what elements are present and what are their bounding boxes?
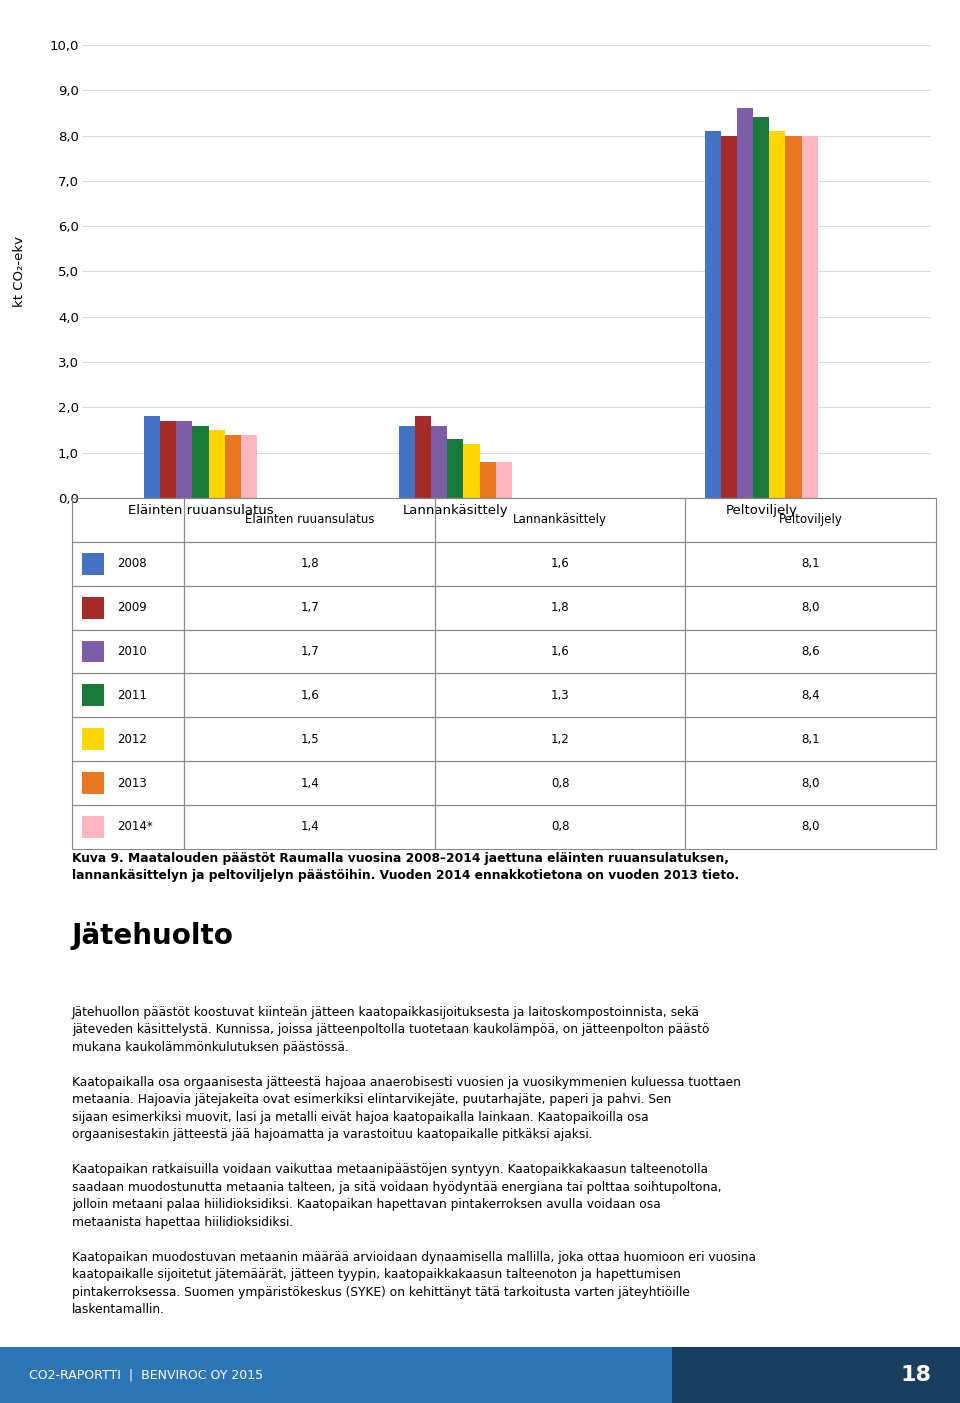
Bar — [184, 717, 435, 760]
Text: 1,6: 1,6 — [551, 645, 569, 658]
Bar — [72, 805, 184, 849]
Bar — [83, 641, 104, 662]
Text: 8,0: 8,0 — [802, 776, 820, 790]
Bar — [435, 760, 685, 805]
Bar — [184, 630, 435, 673]
Text: 2013: 2013 — [117, 776, 147, 790]
Text: 8,6: 8,6 — [802, 645, 820, 658]
Bar — [435, 542, 685, 586]
Bar — [737, 108, 754, 498]
Bar — [685, 805, 936, 849]
Bar — [685, 717, 936, 760]
Bar — [399, 425, 415, 498]
Bar — [72, 542, 184, 586]
Text: 1,7: 1,7 — [300, 645, 319, 658]
Bar — [685, 760, 936, 805]
Text: CO2-RAPORTTI  |  BENVIROC OY 2015: CO2-RAPORTTI | BENVIROC OY 2015 — [29, 1368, 263, 1382]
Bar — [435, 673, 685, 717]
Y-axis label: kt CO₂-ekv: kt CO₂-ekv — [13, 236, 26, 307]
Text: 2010: 2010 — [117, 645, 147, 658]
Text: Eläinten ruuansulatus: Eläinten ruuansulatus — [245, 513, 374, 526]
Bar — [184, 586, 435, 630]
Text: 1,5: 1,5 — [300, 732, 319, 746]
Text: 8,0: 8,0 — [802, 600, 820, 615]
Bar — [83, 772, 104, 794]
Text: 1,8: 1,8 — [551, 600, 569, 615]
Bar — [480, 462, 495, 498]
Text: 8,0: 8,0 — [802, 821, 820, 833]
Bar — [177, 421, 192, 498]
Text: 2014*: 2014* — [117, 821, 153, 833]
Bar — [184, 542, 435, 586]
Bar — [83, 553, 104, 575]
Bar — [192, 425, 208, 498]
Bar — [685, 498, 936, 542]
Text: 2011: 2011 — [117, 689, 147, 702]
Text: 1,6: 1,6 — [300, 689, 319, 702]
Text: 0,8: 0,8 — [551, 776, 569, 790]
Bar — [225, 435, 241, 498]
Bar — [495, 462, 512, 498]
Text: 8,1: 8,1 — [802, 732, 820, 746]
Text: 1,6: 1,6 — [551, 557, 569, 571]
Bar — [72, 630, 184, 673]
Bar — [72, 760, 184, 805]
Bar — [754, 118, 769, 498]
Bar — [785, 136, 802, 498]
Bar — [435, 498, 685, 542]
Text: 1,7: 1,7 — [300, 600, 319, 615]
Bar — [685, 586, 936, 630]
Bar — [435, 717, 685, 760]
Bar — [769, 130, 785, 498]
Bar — [241, 435, 257, 498]
Bar — [72, 673, 184, 717]
Bar — [83, 596, 104, 619]
Bar — [435, 586, 685, 630]
Bar — [435, 805, 685, 849]
Bar — [160, 421, 177, 498]
Text: 2012: 2012 — [117, 732, 147, 746]
Bar — [72, 586, 184, 630]
Bar — [705, 130, 721, 498]
Text: 1,8: 1,8 — [300, 557, 319, 571]
Bar — [431, 425, 447, 498]
Bar — [208, 431, 225, 498]
Bar — [435, 630, 685, 673]
Bar — [672, 1347, 960, 1403]
Text: 1,4: 1,4 — [300, 776, 319, 790]
Bar — [415, 417, 431, 498]
Text: Jätehuolto: Jätehuolto — [72, 922, 234, 950]
Bar — [685, 630, 936, 673]
Text: 2008: 2008 — [117, 557, 147, 571]
Text: 1,4: 1,4 — [300, 821, 319, 833]
Bar — [464, 443, 480, 498]
Bar — [802, 136, 818, 498]
Bar — [72, 498, 184, 542]
Text: Lannankäsittely: Lannankäsittely — [514, 513, 607, 526]
Text: Peltoviljely: Peltoviljely — [779, 513, 843, 526]
Bar — [72, 717, 184, 760]
Text: 8,1: 8,1 — [802, 557, 820, 571]
Bar — [83, 728, 104, 751]
Bar — [685, 542, 936, 586]
Bar — [83, 817, 104, 838]
Text: 1,2: 1,2 — [551, 732, 569, 746]
Bar — [184, 673, 435, 717]
Text: 0,8: 0,8 — [551, 821, 569, 833]
Bar — [184, 498, 435, 542]
Text: Jätehuollon päästöt koostuvat kiinteän jätteen kaatopaikkasijoituksesta ja laito: Jätehuollon päästöt koostuvat kiinteän j… — [72, 1006, 756, 1316]
Text: Kuva 9. Maatalouden päästöt Raumalla vuosina 2008–2014 jaettuna eläinten ruuansu: Kuva 9. Maatalouden päästöt Raumalla vuo… — [72, 852, 739, 881]
Bar — [184, 805, 435, 849]
Text: 18: 18 — [900, 1365, 931, 1385]
Bar — [144, 417, 160, 498]
Bar — [447, 439, 464, 498]
Bar — [83, 685, 104, 706]
Text: 8,4: 8,4 — [802, 689, 820, 702]
Text: 1,3: 1,3 — [551, 689, 569, 702]
Bar — [685, 673, 936, 717]
Text: 2009: 2009 — [117, 600, 147, 615]
Bar — [184, 760, 435, 805]
Bar — [721, 136, 737, 498]
Bar — [0, 1347, 672, 1403]
